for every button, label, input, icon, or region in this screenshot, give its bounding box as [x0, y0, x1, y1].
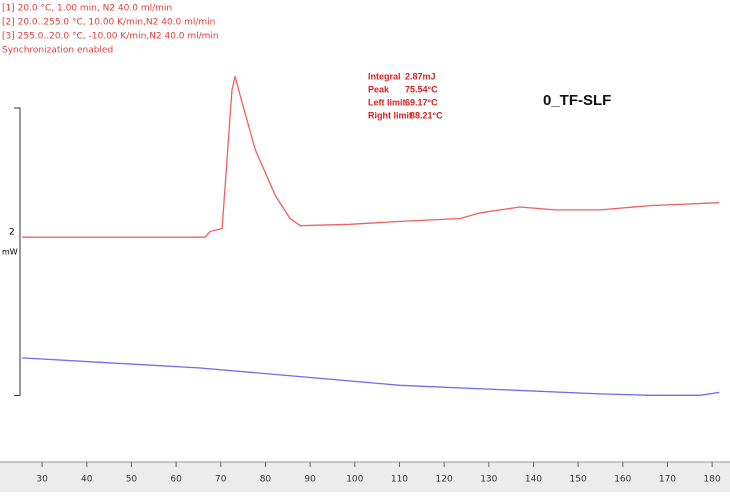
annotation-label: Left limit: [368, 97, 406, 107]
annotation-label: Integral: [368, 71, 401, 81]
x-tick-label: 40: [81, 475, 93, 485]
x-tick-label: 160: [614, 475, 631, 485]
annotation-label: Right limit: [368, 110, 412, 120]
annotation-value: 69.17°C: [405, 97, 438, 107]
x-tick-label: 150: [570, 475, 587, 485]
curve: [22, 76, 720, 238]
annotation-value: 75.54°C: [405, 84, 438, 94]
method-line: Synchronization enabled: [2, 46, 113, 56]
x-tick-label: 50: [126, 475, 138, 485]
annotation-value: 88.21°C: [410, 110, 443, 120]
sample-title: 0_TF-SLF: [543, 92, 611, 109]
scale-bar: [14, 107, 21, 396]
x-tick-label: 60: [170, 475, 182, 485]
scale-bar-label: 2: [9, 228, 15, 238]
method-line: [1] 20.0 °C, 1.00 min, N2 40.0 ml/min: [2, 4, 172, 14]
x-tick-label: 130: [480, 475, 497, 485]
x-tick-label: 90: [304, 475, 316, 485]
x-tick-label: 30: [36, 475, 48, 485]
x-tick-label: 170: [659, 475, 676, 485]
x-tick-label: 120: [436, 475, 453, 485]
method-line: [2] 20.0..255.0 °C, 10.00 K/min,N2 40.0 …: [2, 18, 215, 28]
x-tick-label: 80: [260, 475, 272, 485]
annotation-label: Peak: [368, 84, 390, 94]
x-tick-label: 100: [346, 475, 363, 485]
scale-bar-unit: mW: [2, 248, 18, 257]
annotation-value: 2.87mJ: [405, 71, 436, 81]
x-tick-label: 70: [215, 475, 227, 485]
x-tick-label: 180: [704, 475, 721, 485]
x-tick-label: 140: [525, 475, 542, 485]
x-axis-band: [0, 462, 730, 492]
x-tick-label: 110: [391, 475, 408, 485]
method-line: [3] 255.0..20.0 °C, -10.00 K/min,N2 40.0…: [2, 32, 219, 42]
curve: [21, 357, 720, 396]
